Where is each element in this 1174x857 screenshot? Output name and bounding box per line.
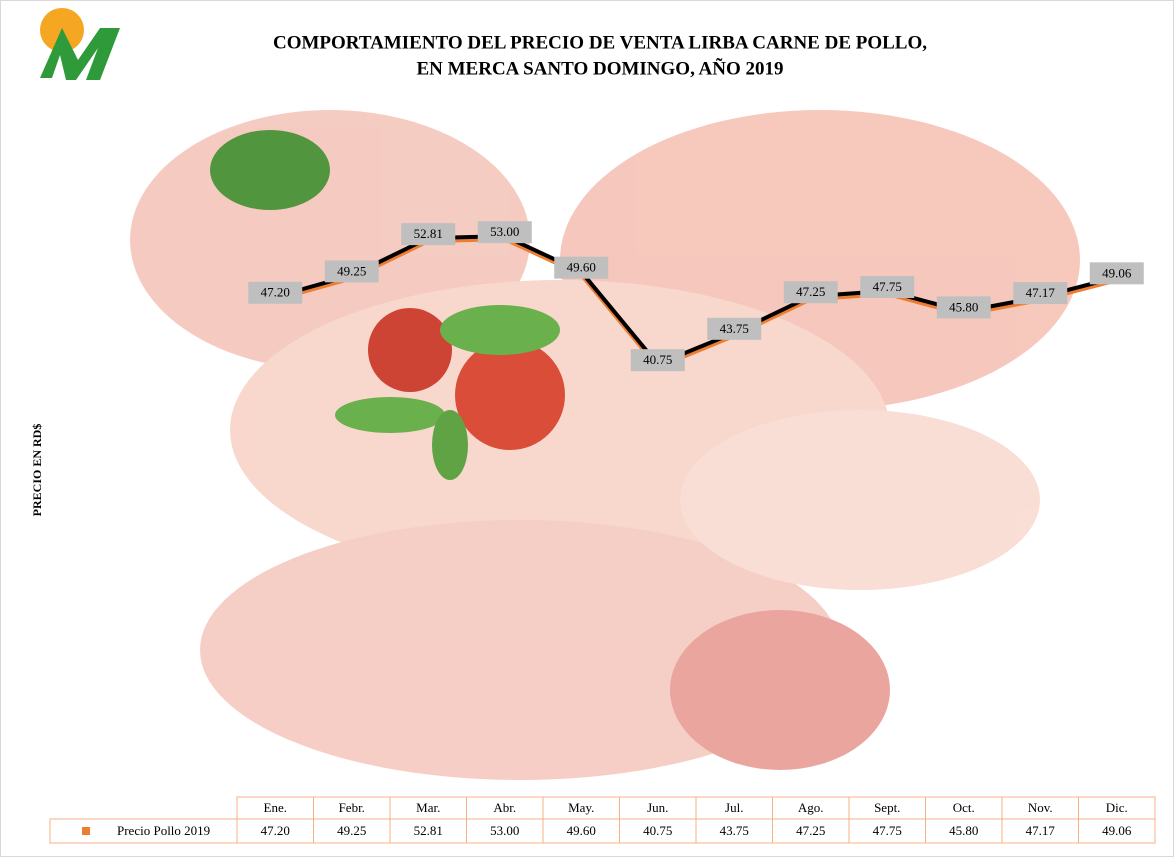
y-axis-title: PRECIO EN RD$ — [30, 424, 44, 517]
data-label: 47.75 — [873, 279, 902, 294]
table-value: 52.81 — [414, 823, 443, 838]
table-value: 47.25 — [796, 823, 825, 838]
x-tick-label: Mar. — [416, 800, 440, 815]
x-tick-label: Jun. — [647, 800, 668, 815]
table-value: 49.06 — [1102, 823, 1132, 838]
chart-title: EN MERCA SANTO DOMINGO, AÑO 2019 — [416, 57, 783, 79]
background-photo — [130, 110, 1080, 780]
data-label: 43.75 — [720, 321, 749, 336]
data-label: 52.81 — [414, 226, 443, 241]
table-value: 47.17 — [1026, 823, 1056, 838]
data-label-box — [1089, 262, 1144, 285]
data-label-box — [860, 276, 915, 299]
logo — [40, 8, 120, 80]
table-value: 53.00 — [490, 823, 519, 838]
table-value: 47.75 — [873, 823, 902, 838]
table-value: 49.60 — [567, 823, 596, 838]
data-label-box — [324, 260, 379, 283]
table-value: 43.75 — [720, 823, 749, 838]
x-tick-label: Oct. — [953, 800, 975, 815]
x-tick-label: May. — [568, 800, 594, 815]
chart-title: COMPORTAMIENTO DEL PRECIO DE VENTA LIRBA… — [273, 32, 927, 53]
table-value: 45.80 — [949, 823, 978, 838]
data-label-box — [477, 221, 532, 244]
x-tick-label: Febr. — [339, 800, 365, 815]
legend-marker — [82, 827, 90, 835]
table-value: 47.20 — [261, 823, 290, 838]
data-label-box — [936, 296, 991, 319]
table-value: 49.25 — [337, 823, 366, 838]
data-label: 49.06 — [1102, 265, 1132, 280]
data-label-box — [401, 223, 456, 246]
data-label: 53.00 — [490, 224, 519, 239]
x-tick-label: Dic. — [1106, 800, 1128, 815]
data-label-box — [783, 281, 838, 304]
x-tick-label: Jul. — [725, 800, 743, 815]
table-frame — [49, 818, 238, 844]
data-label-box — [630, 349, 685, 372]
table-value: 40.75 — [643, 823, 672, 838]
data-label-box — [248, 281, 303, 304]
x-tick-label: Ene. — [264, 800, 287, 815]
data-label: 49.60 — [567, 260, 596, 275]
data-label: 49.25 — [337, 263, 366, 278]
data-label-box — [554, 256, 609, 279]
x-tick-label: Abr. — [493, 800, 516, 815]
x-tick-label: Nov. — [1028, 800, 1053, 815]
x-tick-label: Sept. — [874, 800, 900, 815]
data-label-box — [1013, 282, 1068, 305]
data-label: 47.20 — [261, 285, 290, 300]
legend-label: Precio Pollo 2019 — [117, 823, 210, 838]
data-label: 40.75 — [643, 352, 672, 367]
data-label: 47.25 — [796, 284, 825, 299]
data-label: 47.17 — [1026, 285, 1056, 300]
data-label-box — [707, 317, 762, 340]
x-tick-label: Ago. — [798, 800, 824, 815]
data-label: 45.80 — [949, 299, 978, 314]
